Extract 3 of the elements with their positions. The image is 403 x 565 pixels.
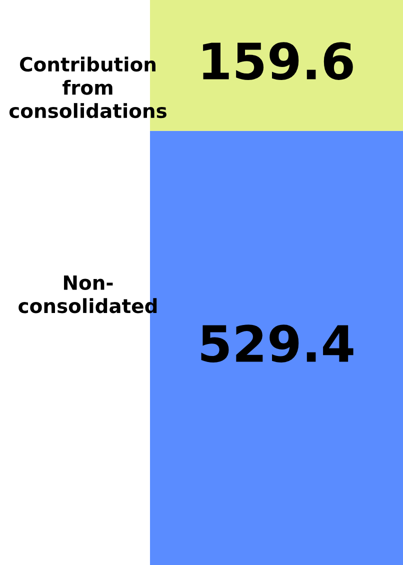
series-label: Contribution from consolidations: [9, 56, 166, 118]
data-label: 529.4: [201, 324, 354, 362]
data-label: 159.6: [203, 42, 353, 80]
